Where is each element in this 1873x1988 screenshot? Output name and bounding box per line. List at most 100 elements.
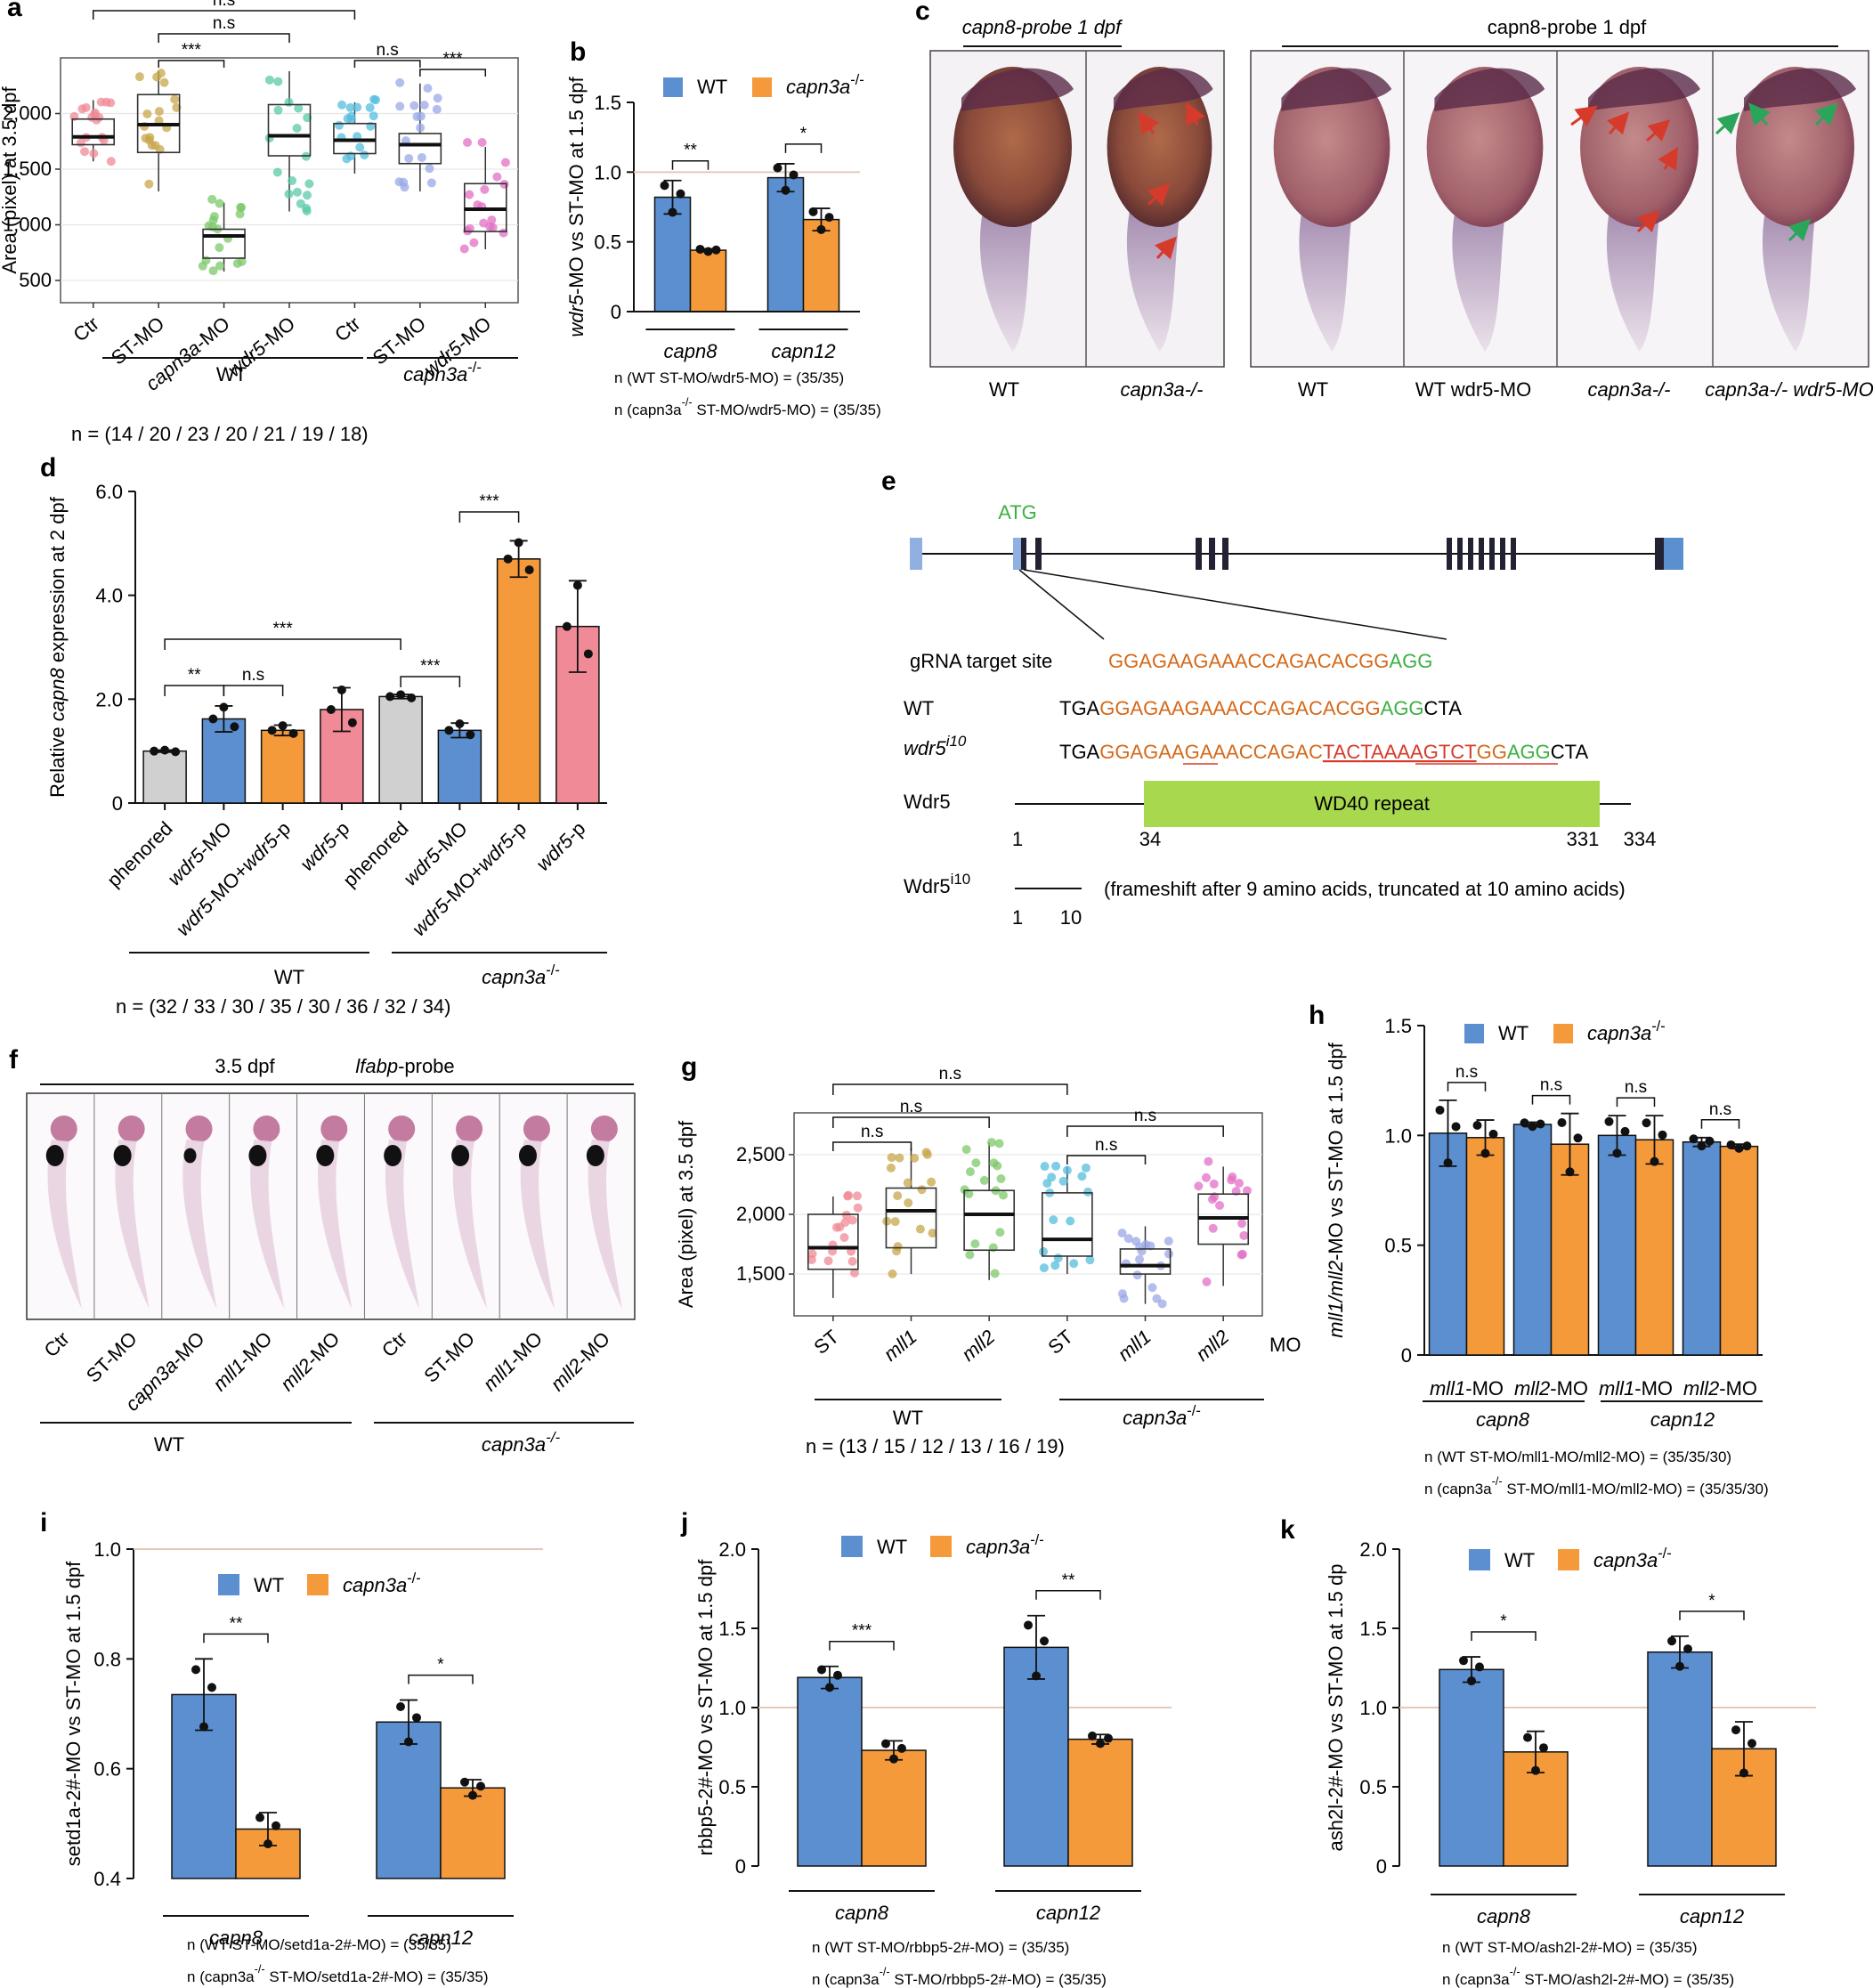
exon-1 <box>910 538 922 570</box>
text-run: mll1 <box>1599 1377 1634 1400</box>
superscript: -/- <box>1030 1532 1044 1548</box>
bar <box>201 718 247 804</box>
liver-stain <box>384 1145 402 1166</box>
text-run: / <box>253 423 259 445</box>
data-point <box>892 1246 902 1256</box>
x-tick-label: mll1 <box>1114 1326 1155 1366</box>
liver-stain <box>451 1145 470 1166</box>
legend-label-wt: WT <box>697 76 727 98</box>
data-point <box>1239 1230 1249 1240</box>
data-point <box>215 243 224 253</box>
box <box>963 1189 1016 1252</box>
data-point <box>817 1665 826 1675</box>
data-point <box>703 247 713 256</box>
text-run: / <box>259 995 265 1018</box>
data-point <box>264 1839 272 1849</box>
panel-f: 3.5 dpf lfabp-probe CtrST-MOcapn3a-MOmll… <box>26 1055 636 1456</box>
panel-label-f: f <box>9 1045 19 1075</box>
text-run: / <box>411 995 418 1018</box>
truncation-note: (frameshift after 9 amino acids, truncat… <box>1104 878 1626 900</box>
panel-label-a: a <box>7 0 22 22</box>
data-point <box>888 1269 897 1278</box>
significance-bracket <box>1700 1119 1740 1129</box>
data-point <box>1085 1255 1095 1265</box>
bar <box>376 1721 442 1879</box>
text-run: / <box>1026 1435 1032 1457</box>
text-run: ST <box>565 201 588 226</box>
text-run: ) <box>774 369 779 386</box>
x-tick-label: mll2 <box>1191 1326 1233 1366</box>
text-run: ST-MO/wdr5-MO) = (35/35) <box>693 402 881 418</box>
data-point <box>1131 1237 1141 1246</box>
text-run: / <box>329 423 336 445</box>
legend-label-wt: WT <box>877 1536 907 1558</box>
embryo-tail <box>979 196 1035 352</box>
exon-12 <box>1500 538 1505 570</box>
chart-a: 5001,0001,5002,000CtrST-MOcapn3a-MOwdr5-… <box>0 0 519 445</box>
data-point <box>416 123 426 133</box>
legend-label-mut: capn3a-/- <box>1593 1546 1672 1571</box>
data-point <box>910 1153 920 1163</box>
significance-label: ** <box>684 142 697 160</box>
text-run: 1.5 <box>1325 1075 1347 1103</box>
text-run: ST-MO/setd1a-2#-MO) = (35/35) <box>265 1968 489 1985</box>
legend-label-wt: WT <box>1504 1549 1535 1571</box>
significance-bracket <box>223 685 284 696</box>
legend-swatch-wt <box>1469 1549 1490 1570</box>
significance-label: *** <box>479 492 499 511</box>
panel-c-title-left: capn8-probe 1 dpf <box>962 16 1123 38</box>
data-point <box>1237 1249 1247 1259</box>
significance-bracket <box>1679 1611 1745 1620</box>
data-point <box>503 554 513 564</box>
data-point <box>459 244 469 254</box>
liver-stain <box>518 1145 537 1166</box>
data-point <box>1104 1733 1113 1743</box>
chart-g: 1,500 2,000 2,500 ST mll1 mll2 ST mll1 mll2 Area … <box>675 1065 1301 1457</box>
panel-c-label-1: WT <box>989 378 1019 401</box>
text-run: ) <box>1627 1939 1633 1956</box>
data-point <box>142 109 152 118</box>
text-run: capn8 <box>835 1902 889 1924</box>
text-run: 15 <box>884 1435 905 1457</box>
significance-label: n.s <box>1625 1078 1647 1097</box>
liver-stain <box>183 1148 197 1164</box>
text-run: phenored <box>338 817 412 891</box>
y-tick-label: 1.5 <box>718 1618 746 1640</box>
data-point <box>473 200 482 210</box>
data-point <box>207 194 217 204</box>
text-run: capn3a <box>1593 1549 1658 1571</box>
data-point <box>96 97 106 107</box>
significance-label: *** <box>273 620 294 638</box>
box <box>398 133 442 165</box>
text-run: capn12 <box>1036 1902 1100 1924</box>
y-tick-label: 1,500 <box>736 1262 785 1285</box>
data-point <box>152 72 162 82</box>
embryo-head <box>1744 68 1856 111</box>
data-point <box>1734 1143 1744 1153</box>
superscript: -/- <box>880 1965 890 1978</box>
data-point <box>1573 1133 1583 1143</box>
x-tick-label: ST <box>809 1326 843 1359</box>
data-point <box>1536 1119 1545 1129</box>
significance-label: n.s <box>1540 1076 1562 1095</box>
data-point <box>1208 1223 1218 1233</box>
category-label: capn8 <box>209 1927 264 1949</box>
y-tick-label: 1.5 <box>594 92 621 114</box>
text-run: / <box>987 1435 993 1457</box>
y-axis-label: ash2l-2#-MO vs ST-MO at 1.5 dp <box>1325 1564 1347 1852</box>
bar <box>1428 1132 1468 1356</box>
text-run: -MO <box>876 1939 905 1956</box>
data-point <box>840 1218 850 1228</box>
text-run: (35/35) <box>1021 1939 1069 1956</box>
x-tick-label: mll1 <box>880 1326 921 1366</box>
text-run: 20 <box>150 423 171 445</box>
text-run: (32 <box>149 995 177 1018</box>
embryo-body <box>588 1140 622 1309</box>
text-run: 21 <box>264 423 285 445</box>
significance-label: n.s <box>1134 1107 1156 1125</box>
embryo-head <box>388 1116 416 1142</box>
data-point <box>395 101 405 111</box>
text-run: (35/35) <box>1650 1939 1698 1956</box>
data-point <box>267 726 277 735</box>
